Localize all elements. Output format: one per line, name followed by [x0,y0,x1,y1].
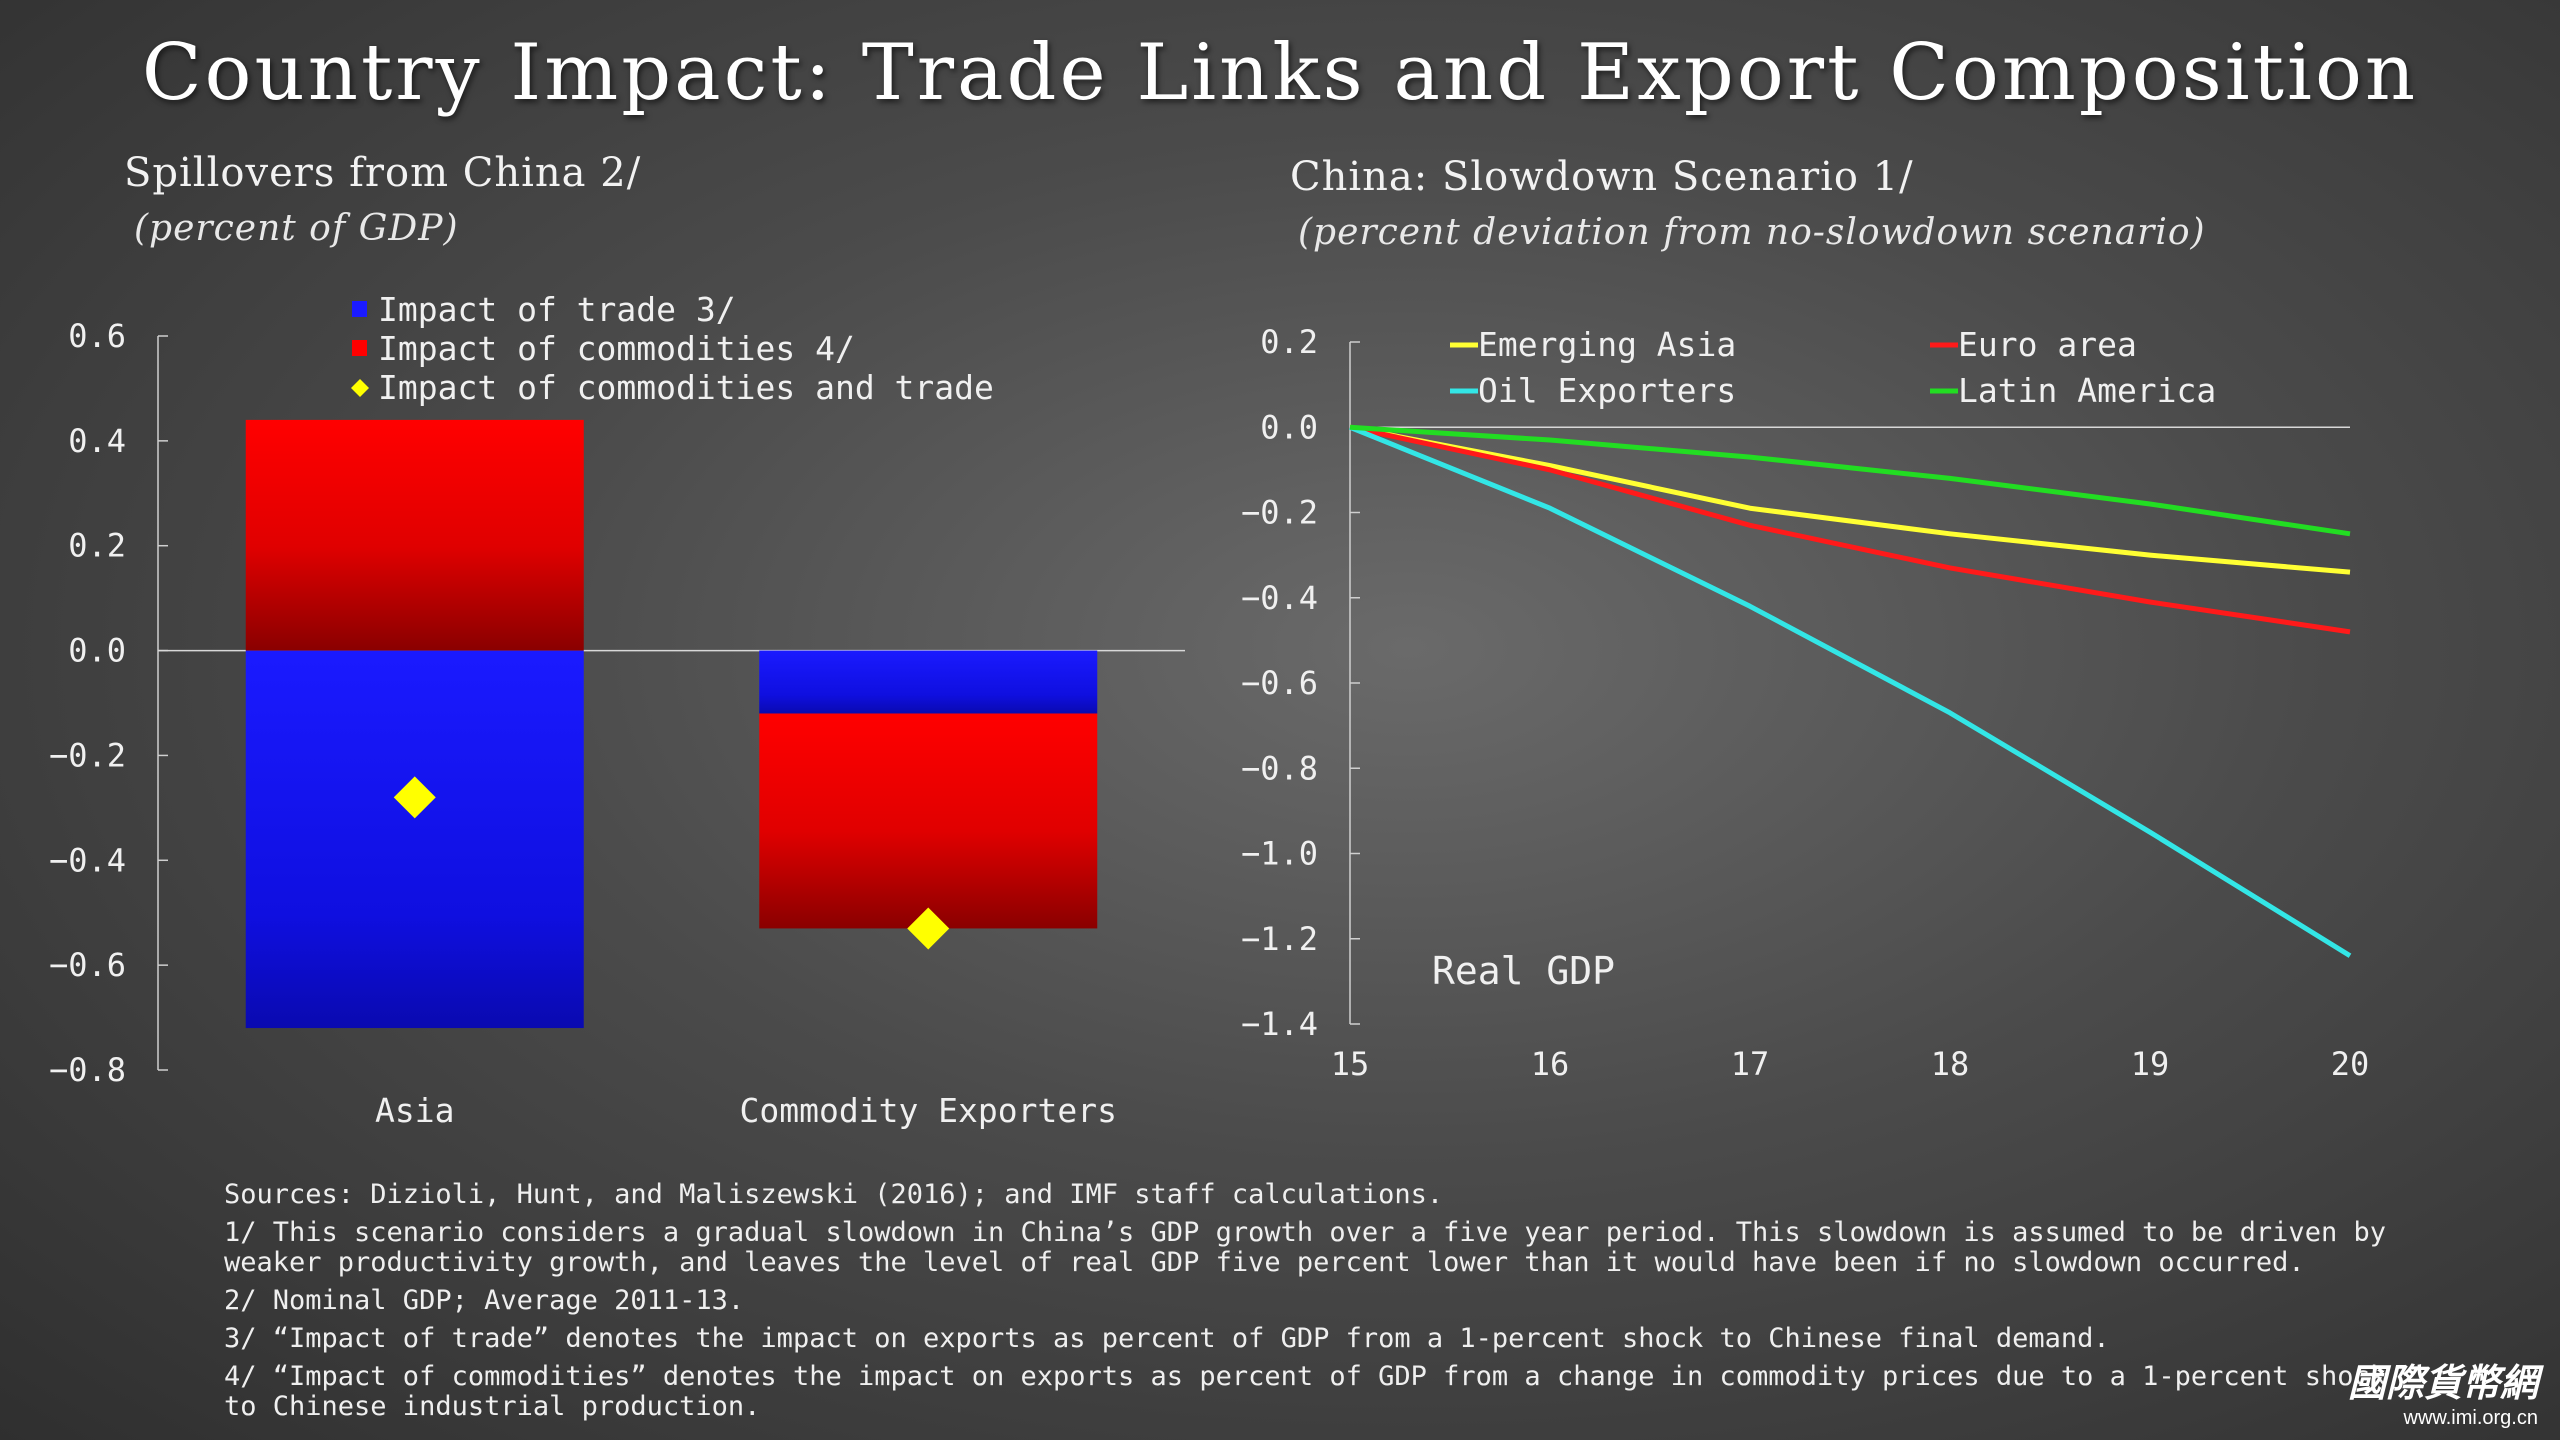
x-category-label: Asia [375,1091,454,1130]
y-tick-label: −0.8 [1241,749,1318,787]
y-tick-label: −1.2 [1241,920,1318,958]
y-tick-label: −0.8 [49,1051,126,1089]
x-tick-label: 19 [2131,1045,2170,1083]
marker-commodities-and-trade [907,907,950,950]
y-tick-label: −0.2 [49,736,126,774]
footnote-4: 4/ “Impact of commodities” denotes the i… [224,1361,2386,1422]
x-tick-label: 18 [1931,1045,1970,1083]
y-tick-label: −1.4 [1241,1005,1318,1043]
right-chart-subtitle: China: Slowdown Scenario 1/ [1290,154,1914,200]
bar-impact-of-commodities [759,713,1098,929]
footnote-1: 1/ This scenario considers a gradual slo… [224,1217,2386,1278]
sources-notes: Sources: Dizioli, Hunt, and Maliszewski … [224,1180,2424,1430]
x-tick-label: 15 [1331,1045,1370,1083]
legend-swatch [351,379,369,397]
y-tick-label: 0.0 [1260,408,1318,446]
y-tick-label: −0.2 [1241,494,1318,532]
y-tick-label: 0.0 [68,632,126,670]
spillovers-bar-chart: 0.6 0.4 0.2 0.0 −0.2 −0.4 −0.6 −0.8 Asia Commodit… [49,290,1185,1130]
slowdown-line-chart: 0.2 0.0 −0.2 −0.4 −0.6 −0.8 −1.0 −1.2 −1.4 15 16 17… [1241,323,2370,1083]
page-title: Country Impact: Trade Links and Export C… [141,28,2419,118]
legend-swatch [352,340,367,356]
footnote-2: 2/ Nominal GDP; Average 2011-13. [224,1285,745,1316]
y-tick-label: 0.2 [68,527,126,565]
right-chart-unit: (percent deviation from no-slowdown scen… [1298,212,2206,253]
y-tick-label: 0.6 [68,317,126,355]
left-chart-subtitle: Spillovers from China 2/ [124,150,642,196]
legend-label: Euro area [1958,325,2137,364]
series-line-emerging-asia [1349,424,2351,575]
legend-label: Impact of commodities and trade [378,368,994,407]
y-tick-label: 0.4 [68,422,126,460]
logo-url: www.imi.org.cn [2403,1407,2538,1429]
series-line-latin-america [1349,424,2351,537]
x-tick-label: 17 [1731,1045,1770,1083]
x-category-label: Commodity Exporters [740,1091,1118,1130]
y-tick-label: −0.6 [49,946,126,984]
x-tick-label: 16 [1531,1045,1570,1083]
series-line-oil-exporters [1349,424,2352,958]
y-tick-label: −0.6 [1241,664,1318,702]
bar-impact-of-trade [245,650,584,1029]
imi-logo: 國際貨幣網 www.imi.org.cn [2348,1352,2538,1430]
series-line-euro-area [1349,424,2351,635]
source-line: Sources: Dizioli, Hunt, and Maliszewski … [224,1179,1444,1210]
legend-label: Impact of trade 3/ [378,290,736,329]
legend-label: Impact of commodities 4/ [378,329,855,368]
left-chart-unit: (percent of GDP) [134,208,459,249]
marker-commodities-and-trade [393,776,436,819]
legend-swatch [352,301,367,317]
y-tick-label: −0.4 [49,841,126,879]
y-tick-label: 0.2 [1260,323,1318,361]
bar-impact-of-commodities [245,419,584,651]
bar-impact-of-trade [759,650,1098,714]
x-tick-label: 20 [2331,1045,2370,1083]
legend-label: Latin America [1958,371,2216,410]
footnote-3: 3/ “Impact of trade” denotes the impact … [224,1323,2110,1354]
chart-annotation: Real GDP [1432,949,1615,993]
legend-label: Oil Exporters [1478,371,1736,410]
logo-text: 國際貨幣網 [2347,1360,2538,1405]
y-tick-label: −1.0 [1241,835,1318,873]
y-tick-label: −0.4 [1241,579,1318,617]
legend-label: Emerging Asia [1478,325,1736,364]
